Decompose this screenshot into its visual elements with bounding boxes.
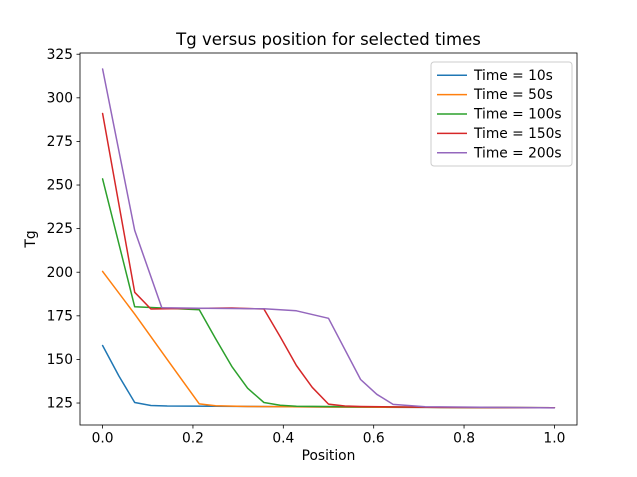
y-tick-label: 150 bbox=[47, 352, 73, 368]
y-tick-label: 325 bbox=[47, 47, 73, 63]
legend-label: Time = 100s bbox=[473, 107, 562, 123]
y-tick-label: 250 bbox=[47, 178, 73, 194]
chart-title: Tg versus position for selected times bbox=[176, 30, 481, 49]
legend-box bbox=[430, 61, 573, 167]
legend: Time = 10s Time = 50s Time = 100s Time = 15… bbox=[430, 61, 573, 167]
y-axis-label: Tg bbox=[23, 230, 39, 248]
x-axis-label: Position bbox=[301, 448, 356, 464]
legend-entry: Time = 50s bbox=[437, 87, 553, 103]
x-tick-label: 0.8 bbox=[453, 431, 475, 447]
plot-border bbox=[79, 52, 578, 426]
y-axis-ticks: 125 150 175 200 225 250 275 300 325 bbox=[47, 47, 80, 412]
x-tick-label: 1.0 bbox=[543, 431, 565, 447]
y-tick-label: 225 bbox=[47, 221, 73, 237]
x-tick-label: 0.0 bbox=[92, 431, 114, 447]
y-tick-label: 125 bbox=[47, 396, 73, 412]
series-line-time-10s bbox=[101, 344, 556, 409]
series-line-time-100s bbox=[101, 178, 556, 409]
legend-entry: Time = 150s bbox=[437, 126, 562, 142]
series-line-time-200s bbox=[101, 68, 556, 409]
y-tick-label: 200 bbox=[47, 265, 73, 281]
legend-label: Time = 50s bbox=[473, 87, 553, 103]
series-line-time-150s bbox=[101, 112, 556, 409]
series-line-time-50s bbox=[101, 270, 556, 409]
y-tick-label: 300 bbox=[47, 90, 73, 106]
x-tick-label: 0.6 bbox=[363, 431, 385, 447]
y-tick-label: 175 bbox=[47, 308, 73, 324]
x-tick-label: 0.4 bbox=[272, 431, 294, 447]
legend-entry: Time = 10s bbox=[437, 68, 553, 84]
legend-label: Time = 200s bbox=[473, 145, 562, 161]
plot-series bbox=[101, 68, 556, 409]
x-axis-ticks: 0.0 0.2 0.4 0.6 0.8 1.0 bbox=[92, 425, 565, 447]
legend-label: Time = 150s bbox=[473, 126, 562, 142]
legend-entry: Time = 200s bbox=[437, 145, 562, 161]
y-tick-label: 275 bbox=[47, 134, 73, 150]
x-tick-label: 0.2 bbox=[182, 431, 204, 447]
legend-label: Time = 10s bbox=[473, 68, 553, 84]
legend-entry: Time = 100s bbox=[437, 107, 562, 123]
